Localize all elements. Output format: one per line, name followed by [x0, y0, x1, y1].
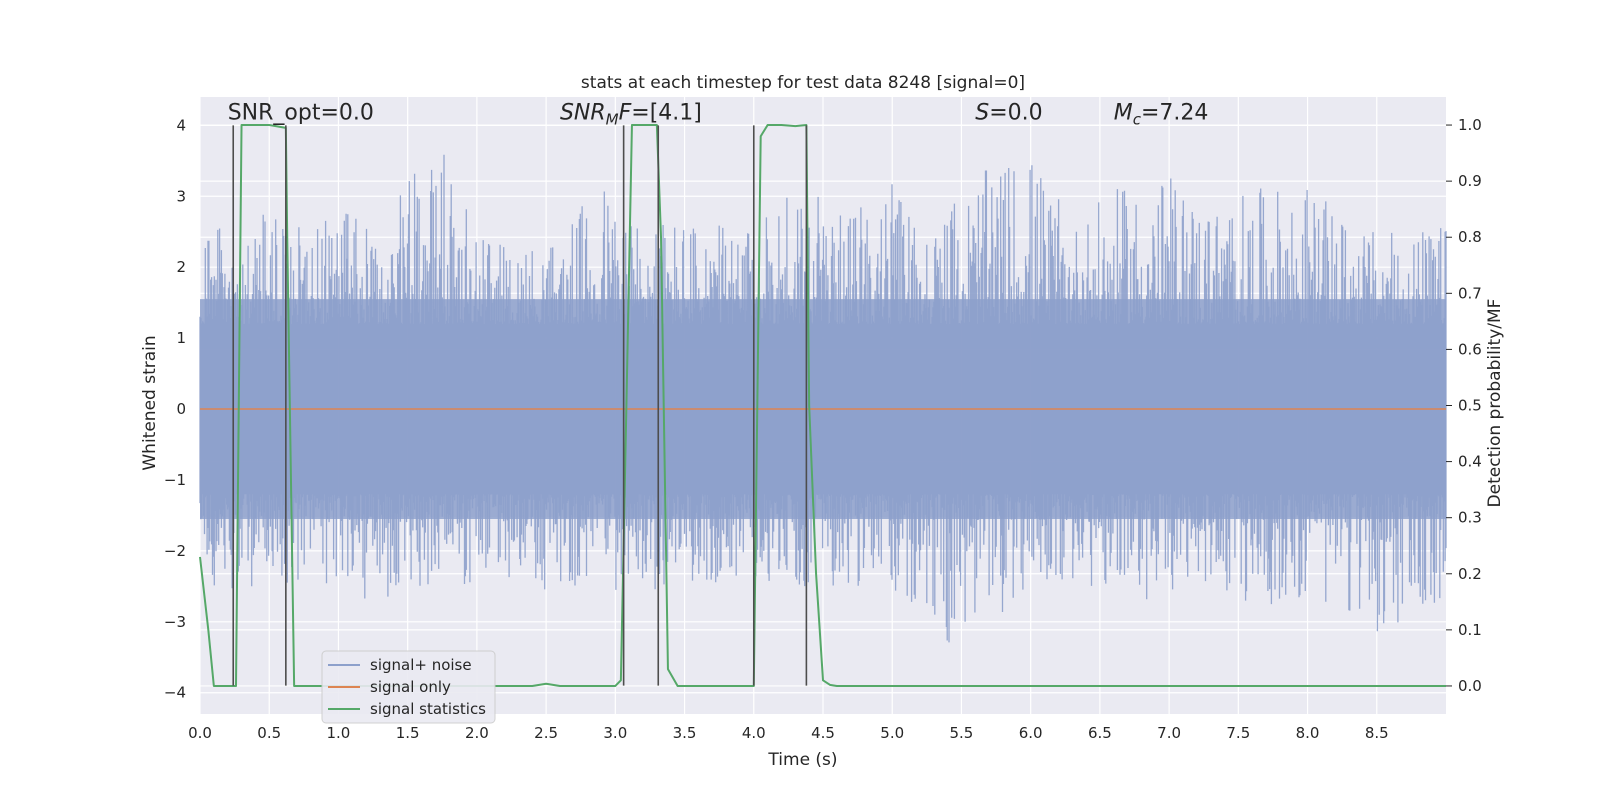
x-tick-label: 6.5: [1088, 724, 1112, 742]
annotation-text: SNR_opt=0.0: [228, 100, 374, 125]
x-tick-label: 1.0: [327, 724, 351, 742]
axis-layer: 0.0 0.5 1.0 1.5 2.0 2.5 3.0 3.5 4.0 4.5 5.0 5.5 6.0 6…: [164, 116, 1482, 742]
x-tick-label: 5.0: [880, 724, 904, 742]
y2-tick-label: 0.5: [1458, 397, 1482, 415]
annotation-text: SNRMF=[4.1]: [560, 100, 702, 128]
y2-tick-label: 1.0: [1458, 116, 1482, 134]
legend-box: [321, 650, 496, 724]
chart-title: stats at each timestep for test data 824…: [581, 73, 1025, 93]
y-tick-label: 2: [176, 258, 186, 276]
x-tick-label: 3.0: [603, 724, 627, 742]
x-tick-label: 0.0: [188, 724, 212, 742]
y-tick-label: −1: [164, 471, 186, 489]
marker-layer: [232, 125, 808, 686]
line-layer: [199, 124, 1446, 687]
y2-tick-label: 0.8: [1458, 228, 1482, 246]
x-tick-label: 1.5: [396, 724, 420, 742]
legend-label: signal statistics: [370, 700, 486, 718]
y-tick-label: 3: [176, 187, 186, 205]
x-tick-label: 2.5: [534, 724, 558, 742]
x-tick-label: 3.5: [673, 724, 697, 742]
y2-tick-label: 0.7: [1458, 284, 1482, 302]
annotation-text: S=0.0: [975, 100, 1042, 125]
y2-tick-label: 0.3: [1458, 509, 1482, 527]
y2-tick-label: 0.9: [1458, 172, 1482, 190]
y2-tick-label: 0.4: [1458, 453, 1482, 471]
y2-axis-label: Detection probability/MF: [1485, 299, 1505, 508]
signal-statistics-series: [199, 124, 1446, 687]
x-tick-label: 7.0: [1157, 724, 1181, 742]
annotation-layer: SNR_opt=0.0 SNRMF=[4.1] S=0.0 Mc=7.24: [228, 100, 1209, 128]
x-tick-label: 8.0: [1296, 724, 1320, 742]
x-tick-label: 7.5: [1226, 724, 1250, 742]
y-axis-label: Whitened strain: [140, 335, 160, 470]
y2-tick-label: 0.2: [1458, 565, 1482, 583]
y2-tick-label: 0.6: [1458, 340, 1482, 358]
legend: signal+ noise signal only signal statistic…: [321, 650, 496, 724]
x-tick-label: 0.5: [257, 724, 281, 742]
y-tick-label: 1: [176, 329, 186, 347]
y-tick-label: 0: [176, 400, 186, 418]
legend-label: signal+ noise: [370, 656, 472, 674]
y2-tick-label: 0.0: [1458, 677, 1482, 695]
x-tick-label: 2.0: [465, 724, 489, 742]
x-tick-label: 6.0: [1019, 724, 1043, 742]
y2-tick-label: 0.1: [1458, 621, 1482, 639]
x-tick-label: 8.5: [1365, 724, 1389, 742]
x-tick-label: 4.5: [811, 724, 835, 742]
y-tick-label: −4: [164, 684, 186, 702]
x-tick-label: 4.0: [742, 724, 766, 742]
y-tick-label: 4: [176, 116, 186, 134]
legend-label: signal only: [370, 678, 451, 696]
y-tick-label: −3: [164, 613, 186, 631]
annotation-text: Mc=7.24: [1114, 100, 1209, 128]
x-tick-label: 5.5: [950, 724, 974, 742]
x-axis-label: Time (s): [767, 750, 837, 770]
y-tick-label: −2: [164, 542, 186, 560]
